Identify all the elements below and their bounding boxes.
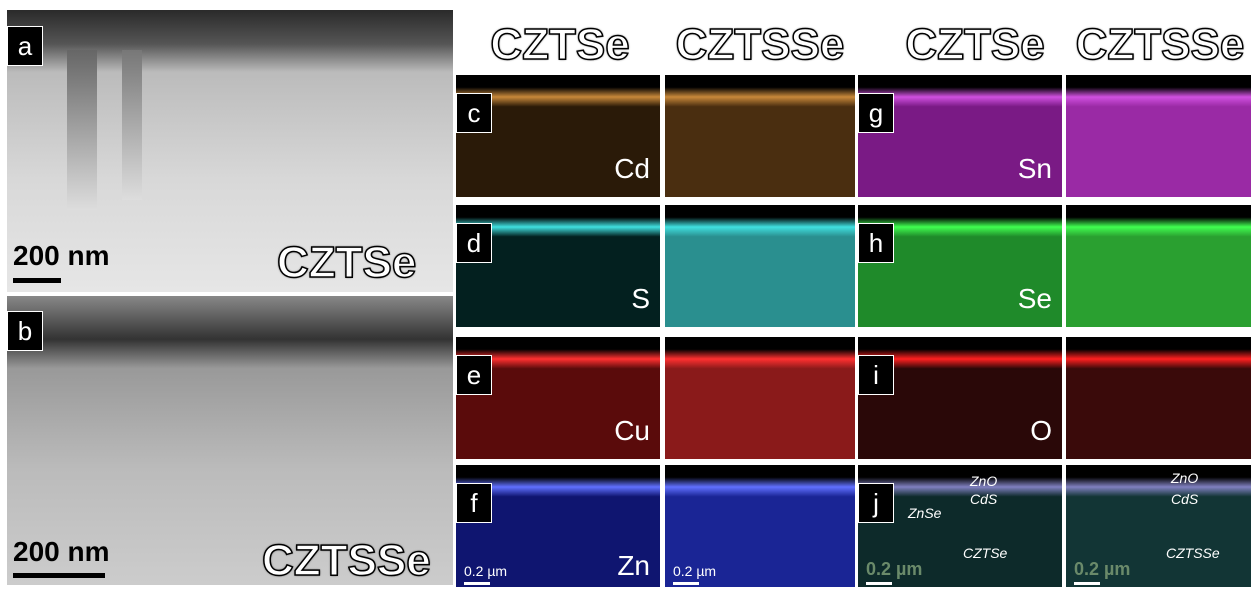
- defect: [122, 50, 142, 200]
- scale-bar: [866, 582, 892, 585]
- scale-bar: [13, 573, 105, 578]
- panel-label: CZTSSe: [262, 536, 431, 586]
- defect: [67, 50, 97, 210]
- column-header: CZTSSe: [660, 20, 860, 70]
- element-label: Se: [1018, 283, 1052, 315]
- scale-bar: [464, 582, 490, 585]
- element-label: Zn: [617, 550, 650, 582]
- panel-letter: a: [7, 26, 43, 66]
- element-label: S: [631, 283, 650, 315]
- panel-letter: b: [7, 311, 43, 351]
- tem-image: b 200 nm CZTSSe: [7, 296, 453, 585]
- element-label: Sn: [1018, 153, 1052, 185]
- map-image: h Se: [858, 205, 1062, 327]
- scale-bar: [673, 582, 699, 585]
- map-image: 0.2 µm ZnO CdS CZTSSe: [1066, 465, 1251, 587]
- annotation: CZTSSe: [1166, 545, 1220, 561]
- panel-letter: j: [858, 483, 894, 523]
- panel-letter: h: [858, 223, 894, 263]
- panel-letter: g: [858, 93, 894, 133]
- element-label: Cd: [614, 153, 650, 185]
- panel-letter: c: [456, 93, 492, 133]
- scale-bar-label: 200 nm: [13, 536, 110, 568]
- panel-letter: d: [456, 223, 492, 263]
- figure: CZTSe CZTSSe CZTSe CZTSSe a 200 nm CZTSe…: [0, 0, 1251, 591]
- map-image: [665, 205, 855, 327]
- annotation: CZTSe: [963, 545, 1007, 561]
- column-header: CZTSSe: [1060, 20, 1251, 70]
- scale-bar-label: 0.2 µm: [464, 563, 507, 579]
- panel-label: CZTSe: [277, 238, 416, 288]
- map-image: f Zn 0.2 µm: [456, 465, 660, 587]
- map-image: [1066, 205, 1251, 327]
- map-image: [1066, 75, 1251, 197]
- scale-bar-label: 200 nm: [13, 240, 110, 272]
- panel-letter: e: [456, 355, 492, 395]
- map-image: [665, 337, 855, 459]
- annotation: CdS: [1171, 491, 1198, 507]
- element-label: Cu: [614, 415, 650, 447]
- map-image: g Sn: [858, 75, 1062, 197]
- annotation: ZnO: [970, 473, 997, 489]
- scale-bar-label: 0.2 µm: [1074, 559, 1130, 580]
- map-image: c Cd: [456, 75, 660, 197]
- map-image: [665, 75, 855, 197]
- column-header: CZTSe: [875, 20, 1075, 70]
- panel-letter: i: [858, 355, 894, 395]
- map-image: [1066, 337, 1251, 459]
- annotation: CdS: [970, 491, 997, 507]
- panel-letter: f: [456, 483, 492, 523]
- scale-bar-label: 0.2 µm: [673, 563, 716, 579]
- column-header: CZTSe: [460, 20, 660, 70]
- tem-image: a 200 nm CZTSe: [7, 10, 453, 292]
- annotation: ZnSe: [908, 505, 941, 521]
- element-label: O: [1030, 415, 1052, 447]
- annotation: ZnO: [1171, 470, 1198, 486]
- scale-bar-label: 0.2 µm: [866, 559, 922, 580]
- map-image: j 0.2 µm ZnO CdS ZnSe CZTSe: [858, 465, 1062, 587]
- scale-bar: [1074, 582, 1100, 585]
- scale-bar: [13, 278, 61, 283]
- map-image: e Cu: [456, 337, 660, 459]
- map-image: 0.2 µm: [665, 465, 855, 587]
